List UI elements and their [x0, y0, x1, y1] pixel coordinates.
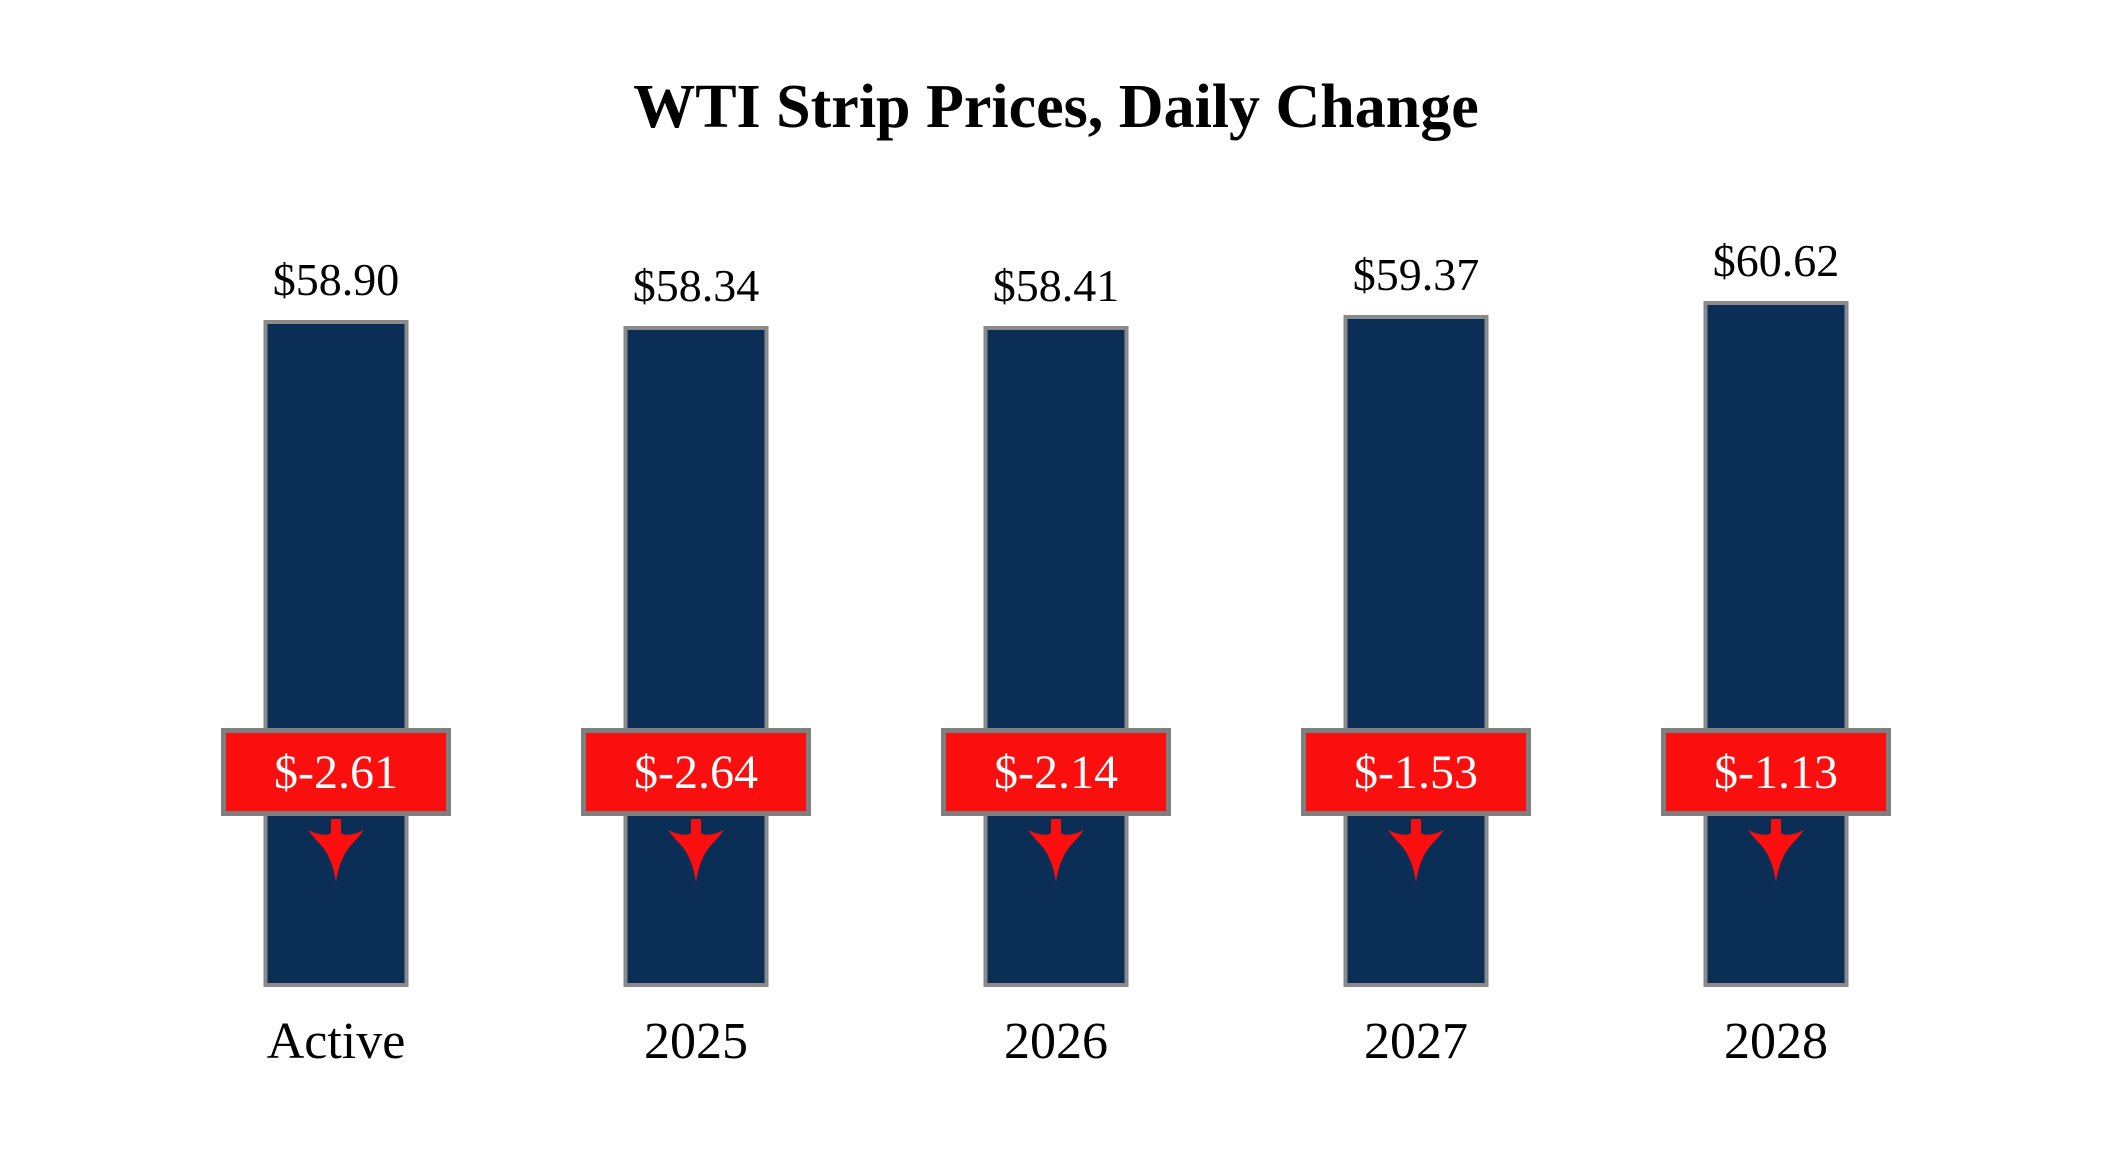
category-label: 2025: [644, 1012, 748, 1070]
daily-change-badge: $-2.61: [221, 728, 451, 816]
bar-group-2028: $60.62 $-1.13 2028: [1596, 180, 1956, 1080]
daily-change-badge: $-1.13: [1661, 728, 1891, 816]
daily-change-badge: $-2.64: [581, 728, 811, 816]
price-label: $58.90: [272, 254, 400, 306]
category-label: Active: [266, 1012, 406, 1070]
down-arrow-icon: [308, 819, 364, 882]
down-arrow-icon: [668, 819, 724, 882]
bar: [983, 326, 1129, 987]
price-label: $60.62: [1712, 235, 1840, 287]
price-label: $59.37: [1352, 249, 1480, 301]
daily-change-badge: $-2.14: [941, 728, 1171, 816]
bar-group-2026: $58.41 $-2.14 2026: [876, 180, 1236, 1080]
daily-change-badge: $-1.53: [1301, 728, 1531, 816]
price-label: $58.41: [992, 260, 1120, 312]
bar-group-2027: $59.37 $-1.53 2027: [1236, 180, 1596, 1080]
down-arrow-icon: [1748, 819, 1804, 882]
down-arrow-icon: [1388, 819, 1444, 882]
category-label: 2028: [1724, 1012, 1828, 1070]
bar-group-2025: $58.34 $-2.64 2025: [516, 180, 876, 1080]
bar-group-active: $58.90 $-2.61 Active: [156, 180, 516, 1080]
bar: [623, 326, 769, 987]
bar: [1703, 301, 1849, 987]
category-label: 2026: [1004, 1012, 1108, 1070]
chart-title: WTI Strip Prices, Daily Change: [633, 73, 1479, 141]
bar: [1343, 315, 1489, 987]
category-label: 2027: [1364, 1012, 1468, 1070]
price-label: $58.34: [632, 260, 760, 312]
down-arrow-icon: [1028, 819, 1084, 882]
chart-plot-area: $58.90 $-2.61 Active $58.34 $-2.64 2025 …: [0, 180, 2112, 1080]
bar: [263, 320, 409, 987]
